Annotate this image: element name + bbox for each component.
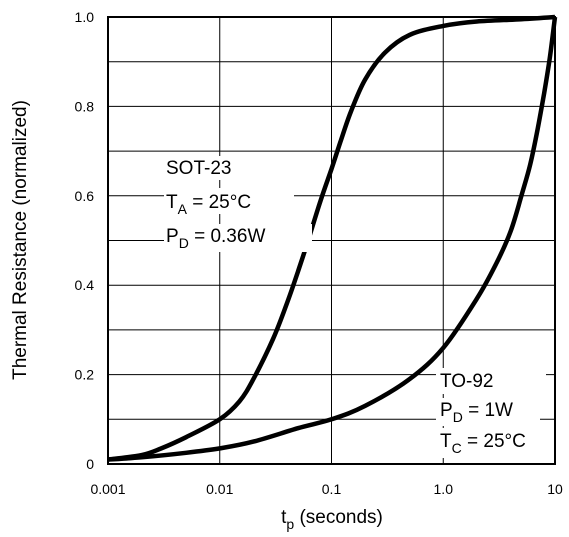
to92-line-3: TC = 25°C [440, 431, 526, 456]
x-tick-label: 0.01 [206, 481, 233, 497]
y-tick-label: 0.6 [75, 188, 95, 204]
y-tick-label: 0.4 [75, 277, 95, 293]
y-axis-label: Thermal Resistance (normalized) [10, 100, 31, 380]
sot23-line-3: PD = 0.36W [166, 226, 265, 251]
y-tick-label: 0 [86, 456, 94, 472]
series-line-1 [107, 14, 556, 462]
sot23-line-2: TA = 25°C [166, 192, 251, 217]
x-tick-label: 0.001 [90, 481, 125, 497]
x-tick-label: 1.0 [434, 481, 454, 497]
annotation-to92: TO-92 PD = 1W TC = 25°C [436, 368, 554, 458]
x-tick-label: 10 [547, 481, 563, 497]
to92-line-1: TO-92 [440, 371, 494, 392]
annotation-sot23: SOT-23 TA = 25°C PD = 0.36W [164, 156, 312, 252]
x-axis-label: tp (seconds) [281, 507, 383, 532]
sot23-line-1: SOT-23 [166, 158, 231, 179]
to92-line-2: PD = 1W [440, 400, 513, 425]
y-tick-label: 0.8 [75, 98, 95, 114]
x-tick-labels: 0.001 0.01 0.1 1.0 10 [90, 481, 563, 497]
y-tick-label: 0.2 [75, 367, 95, 383]
y-tick-labels: 0 0.2 0.4 0.6 0.8 1.0 [75, 9, 95, 472]
y-tick-label: 1.0 [75, 9, 95, 25]
x-tick-label: 0.1 [322, 481, 342, 497]
series-group [107, 14, 558, 462]
plot-frame [107, 16, 556, 465]
series-line-2 [107, 16, 558, 462]
